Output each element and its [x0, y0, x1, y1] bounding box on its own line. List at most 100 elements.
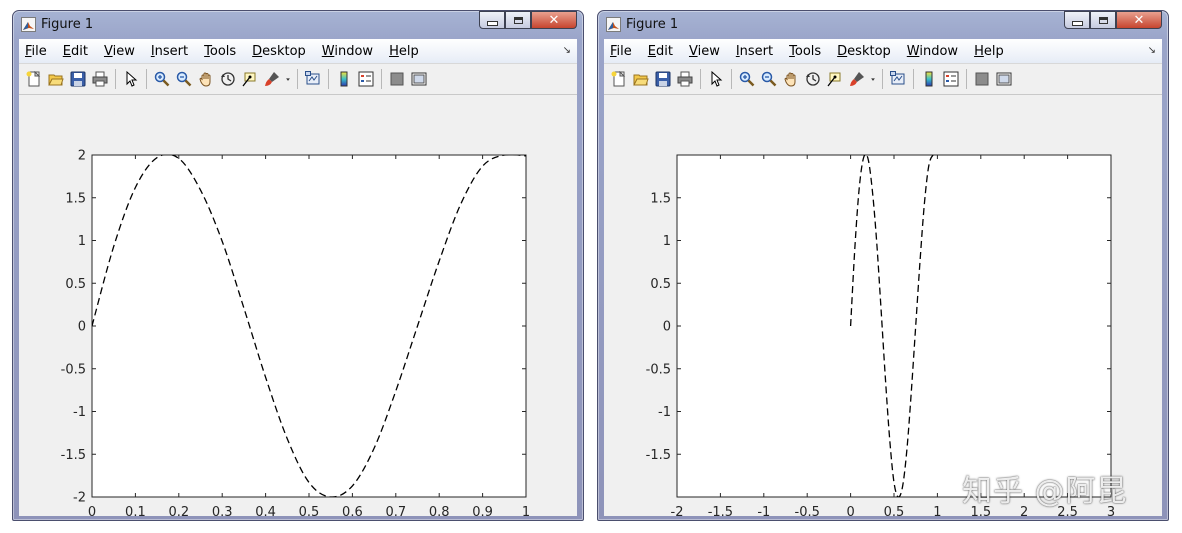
legend-button[interactable] — [355, 68, 377, 90]
maximize-button[interactable] — [1090, 11, 1116, 29]
window-title: Figure 1 — [41, 17, 94, 32]
menu-label-rest: dit — [656, 43, 673, 59]
y-tick-label: 2 — [78, 149, 86, 164]
save-button[interactable] — [67, 68, 89, 90]
matlab-logo-icon — [606, 17, 621, 32]
figure-client-area: File Edit View Insert Tools Desktop Window Help… — [19, 39, 577, 516]
menu-mnemonic: V — [103, 43, 113, 59]
x-tick-label: 1.5 — [970, 505, 991, 516]
axes-box — [676, 154, 1112, 498]
menu-view[interactable]: View — [104, 44, 135, 59]
menu-insert[interactable]: Insert — [151, 44, 188, 59]
brush-dropdown-button[interactable] — [868, 68, 878, 90]
menu-label-rest: nsert — [154, 43, 189, 59]
x-tick-label: 1 — [522, 505, 530, 516]
menu-label-rest: esktop — [262, 43, 306, 59]
y-tick-label: -1 — [73, 405, 86, 420]
open-file-button[interactable] — [45, 68, 67, 90]
rotate-3d-button[interactable] — [217, 68, 239, 90]
print-button[interactable] — [674, 68, 696, 90]
menu-help[interactable]: Help — [974, 44, 1004, 59]
minimize-button[interactable] — [479, 11, 505, 29]
menu-desktop[interactable]: Desktop — [252, 44, 306, 59]
menu-window[interactable]: Window — [322, 44, 373, 59]
x-tick-label: 0.5 — [299, 505, 320, 516]
x-tick-label: 0.2 — [168, 505, 189, 516]
brush-button[interactable] — [846, 68, 868, 90]
toolbar-separator — [381, 69, 382, 89]
window-controls: ✕ — [1064, 11, 1162, 31]
show-plot-tools-icon — [996, 72, 1012, 86]
y-tick-label: -2 — [73, 491, 86, 506]
y-tick-label: -0.5 — [61, 362, 86, 377]
new-figure-button[interactable] — [23, 68, 45, 90]
menu-file[interactable]: File — [25, 44, 47, 59]
toolbar-separator — [328, 69, 329, 89]
link-plot-button[interactable] — [887, 68, 909, 90]
title-bar[interactable]: Figure 1 ✕ — [604, 11, 1162, 39]
show-plot-tools-button[interactable] — [993, 68, 1015, 90]
dock-arrow-icon[interactable]: ↘ — [562, 45, 571, 56]
menu-mnemonic: D — [252, 43, 263, 59]
title-bar[interactable]: Figure 1 ✕ — [19, 11, 577, 39]
brush-dropdown-button[interactable] — [283, 68, 293, 90]
hide-plot-tools-icon — [975, 72, 989, 86]
menu-edit[interactable]: Edit — [63, 44, 88, 59]
y-tick-label: 0.5 — [650, 277, 671, 292]
data-cursor-button[interactable] — [239, 68, 261, 90]
minimize-button[interactable] — [1064, 11, 1090, 29]
menu-tools[interactable]: Tools — [789, 44, 821, 59]
rotate-3d-icon — [221, 72, 235, 86]
hide-plot-tools-button[interactable] — [386, 68, 408, 90]
menu-window[interactable]: Window — [907, 44, 958, 59]
data-cursor-button[interactable] — [824, 68, 846, 90]
menu-file[interactable]: File — [610, 44, 632, 59]
print-button[interactable] — [89, 68, 111, 90]
menu-tools[interactable]: Tools — [204, 44, 236, 59]
close-button[interactable]: ✕ — [1116, 11, 1162, 29]
menu-insert[interactable]: Insert — [736, 44, 773, 59]
menu-mnemonic: H — [389, 43, 399, 59]
axes-right[interactable]: -2 -1.5 -1 -0.5 0 0.5 1 1.5 2 2.5 3 1.5 1 0.5 0 -0.5 -1 -… — [604, 95, 1162, 516]
dock-arrow-icon[interactable]: ↘ — [1147, 45, 1156, 56]
menu-label-rest: ools — [209, 43, 237, 59]
hide-plot-tools-button[interactable] — [971, 68, 993, 90]
window-controls: ✕ — [479, 11, 577, 31]
save-button[interactable] — [652, 68, 674, 90]
x-tick-label: 0.4 — [255, 505, 276, 516]
edit-plot-arrow-button[interactable] — [705, 68, 727, 90]
link-plot-button[interactable] — [302, 68, 324, 90]
axes-left[interactable]: 0 0.1 0.2 0.3 0.4 0.5 0.6 0.7 0.8 0.9 1 2 1.5 1 0.5 0 -0… — [19, 95, 577, 517]
menu-desktop[interactable]: Desktop — [837, 44, 891, 59]
menu-help[interactable]: Help — [389, 44, 419, 59]
toolbar-separator — [297, 69, 298, 89]
legend-button[interactable] — [940, 68, 962, 90]
menu-mnemonic: F — [25, 43, 32, 59]
zoom-out-button[interactable] — [758, 68, 780, 90]
menu-edit[interactable]: Edit — [648, 44, 673, 59]
figure-toolbar — [604, 63, 1162, 95]
menu-mnemonic: H — [974, 43, 984, 59]
colorbar-button[interactable] — [918, 68, 940, 90]
zoom-out-button[interactable] — [173, 68, 195, 90]
x-tick-label: 0.9 — [472, 505, 493, 516]
zoom-in-button[interactable] — [151, 68, 173, 90]
colorbar-button[interactable] — [333, 68, 355, 90]
open-file-button[interactable] — [630, 68, 652, 90]
rotate-3d-button[interactable] — [802, 68, 824, 90]
show-plot-tools-button[interactable] — [408, 68, 430, 90]
pan-hand-icon — [199, 72, 211, 87]
new-figure-button[interactable] — [608, 68, 630, 90]
pan-hand-button[interactable] — [780, 68, 802, 90]
print-icon — [677, 71, 693, 87]
pan-hand-button[interactable] — [195, 68, 217, 90]
close-button[interactable]: ✕ — [531, 11, 577, 29]
maximize-button[interactable] — [505, 11, 531, 29]
edit-plot-arrow-button[interactable] — [120, 68, 142, 90]
zoom-in-button[interactable] — [736, 68, 758, 90]
brush-button[interactable] — [261, 68, 283, 90]
menu-mnemonic: D — [837, 43, 848, 59]
watermark-text: 知乎 @阿昆 — [962, 474, 1128, 509]
menu-view[interactable]: View — [689, 44, 720, 59]
new-figure-icon — [611, 71, 626, 87]
